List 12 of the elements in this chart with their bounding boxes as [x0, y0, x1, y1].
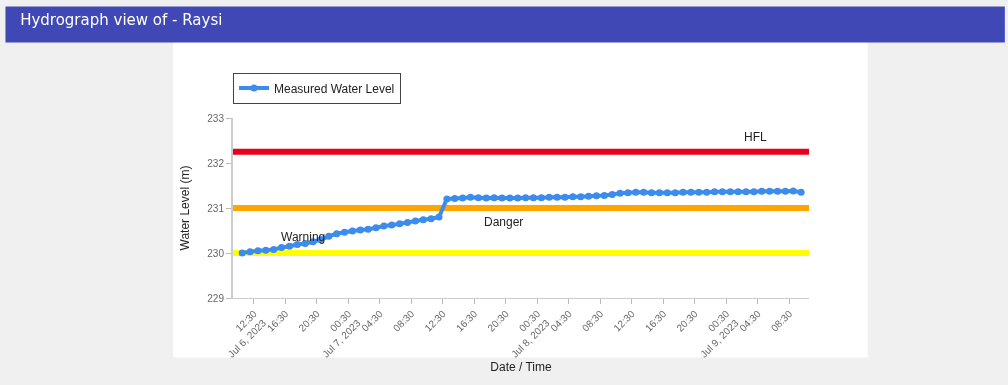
legend-label: Measured Water Level	[274, 81, 395, 96]
ref-line-label: Warning	[281, 230, 326, 244]
ref-line-label: Danger	[484, 215, 524, 229]
y-axis-title: Water Level (m)	[178, 165, 193, 251]
y-tick-label: 230	[207, 247, 225, 259]
chart-title: Hydrograph view of - Raysi	[20, 11, 223, 30]
y-tick-label: 229	[207, 292, 225, 304]
x-axis-title: Date / Time	[490, 359, 552, 374]
ref-line-label: HFL	[744, 130, 767, 144]
y-tick-label: 231	[207, 202, 225, 214]
y-tick-label: 232	[207, 157, 225, 169]
y-tick-label: 233	[207, 112, 225, 124]
